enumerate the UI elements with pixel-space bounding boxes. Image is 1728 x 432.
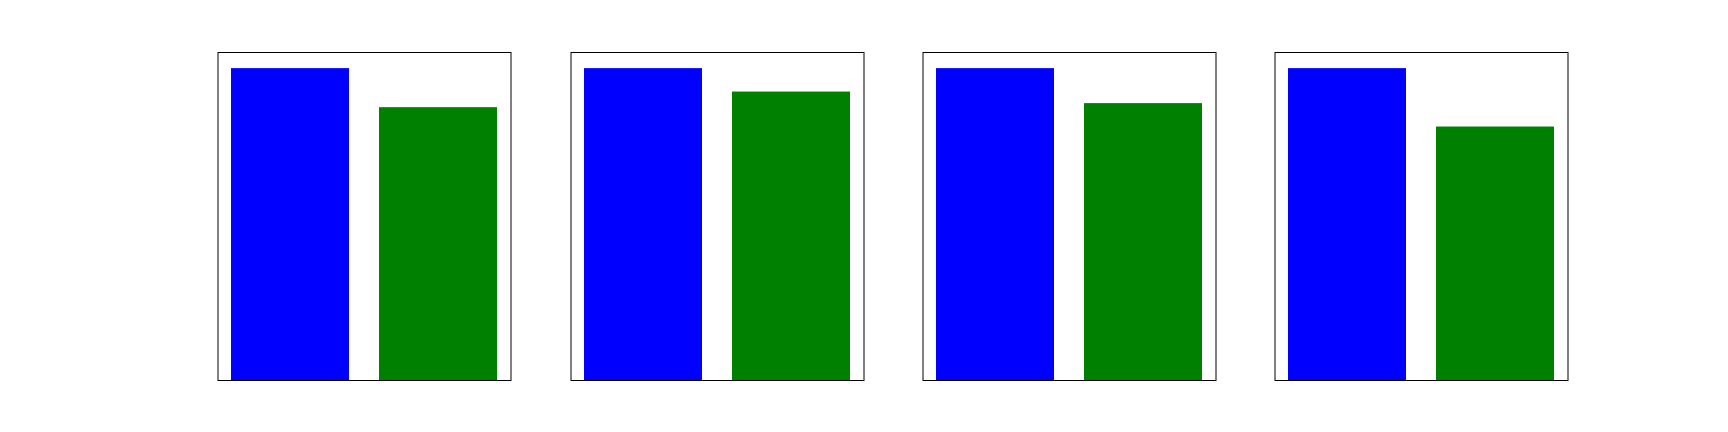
bar-b-chart-2: [732, 91, 850, 381]
axes-frame-2: [570, 52, 865, 381]
bar-a-chart-3: [936, 68, 1054, 381]
bar-b-chart-3: [1084, 103, 1202, 381]
bar-b-chart-1: [379, 107, 497, 381]
bar-a-chart-1: [231, 68, 349, 381]
subplot-1: [217, 52, 512, 381]
subplot-2: [570, 52, 865, 381]
subplot-3: [922, 52, 1217, 381]
axes-frame-1: [217, 52, 512, 381]
bar-a-chart-2: [584, 68, 702, 381]
axes-frame-4: [1274, 52, 1569, 381]
subplot-4: [1274, 52, 1569, 381]
bar-a-chart-4: [1288, 68, 1406, 381]
bar-b-chart-4: [1436, 126, 1554, 381]
axes-frame-3: [922, 52, 1217, 381]
